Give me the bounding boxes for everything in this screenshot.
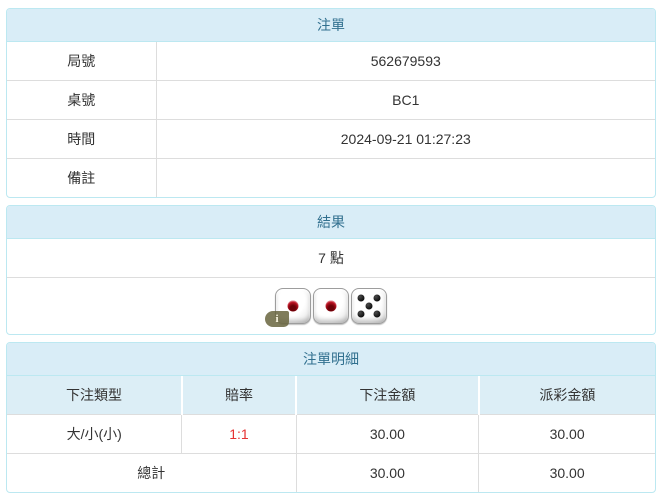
dice-row: i (7, 278, 655, 334)
table-total-row: 總計 30.00 30.00 (7, 453, 655, 492)
bet-amount-cell: 30.00 (295, 414, 479, 454)
remark-label: 備註 (7, 158, 157, 197)
column-header-odds: 賠率 (180, 376, 296, 415)
time-value: 2024-09-21 01:27:23 (156, 119, 655, 159)
result-title: 結果 (7, 206, 655, 239)
bet-details-table: 下注類型 賠率 下注金額 派彩金額 大/小(小) 1:1 30.00 30.00… (7, 376, 655, 492)
bet-slip-table: 局號 562679593 桌號 BC1 時間 2024-09-21 01:27:… (7, 42, 655, 197)
result-points: 7 點 (7, 239, 655, 278)
total-label: 總計 (137, 465, 166, 481)
die-5-icon (351, 288, 387, 324)
result-panel: 結果 7 點 i (6, 205, 656, 335)
die-1-icon (313, 288, 349, 324)
odds-cell: 1:1 (181, 414, 296, 454)
round-number-value: 562679593 (156, 42, 655, 81)
payout-cell: 30.00 (478, 414, 655, 454)
time-label: 時間 (7, 119, 157, 159)
bet-slip-title: 注單 (7, 9, 655, 42)
table-row: 備註 (7, 158, 655, 198)
round-number-label: 局號 (7, 42, 157, 81)
die-1-icon: i (265, 288, 311, 327)
bet-details-title: 注單明細 (7, 343, 655, 376)
table-row: 局號 562679593 (7, 42, 655, 81)
table-row: 桌號 BC1 (7, 80, 655, 120)
total-bet-amount: 30.00 (295, 453, 479, 492)
table-row: 時間 2024-09-21 01:27:23 (7, 119, 655, 159)
table-row: 大/小(小) 1:1 30.00 30.00 (7, 414, 655, 454)
bet-type-cell: 大/小(小) (7, 414, 182, 454)
total-payout: 30.00 (478, 453, 655, 492)
table-number-label: 桌號 (7, 80, 157, 120)
column-header-bet-type: 下注類型 (7, 376, 182, 415)
bet-details-panel: 注單明細 下注類型 賠率 下注金額 派彩金額 大/小(小) 1:1 30.00 … (6, 342, 656, 493)
table-header-row: 下注類型 賠率 下注金額 派彩金額 (7, 376, 655, 415)
remark-value (156, 159, 655, 198)
info-badge-icon[interactable]: i (265, 311, 289, 327)
bet-slip-panel: 注單 局號 562679593 桌號 BC1 時間 2024-09-21 01:… (6, 8, 656, 198)
table-number-value: BC1 (156, 80, 655, 120)
column-header-payout: 派彩金額 (477, 376, 655, 415)
column-header-bet-amount: 下注金額 (295, 376, 479, 415)
